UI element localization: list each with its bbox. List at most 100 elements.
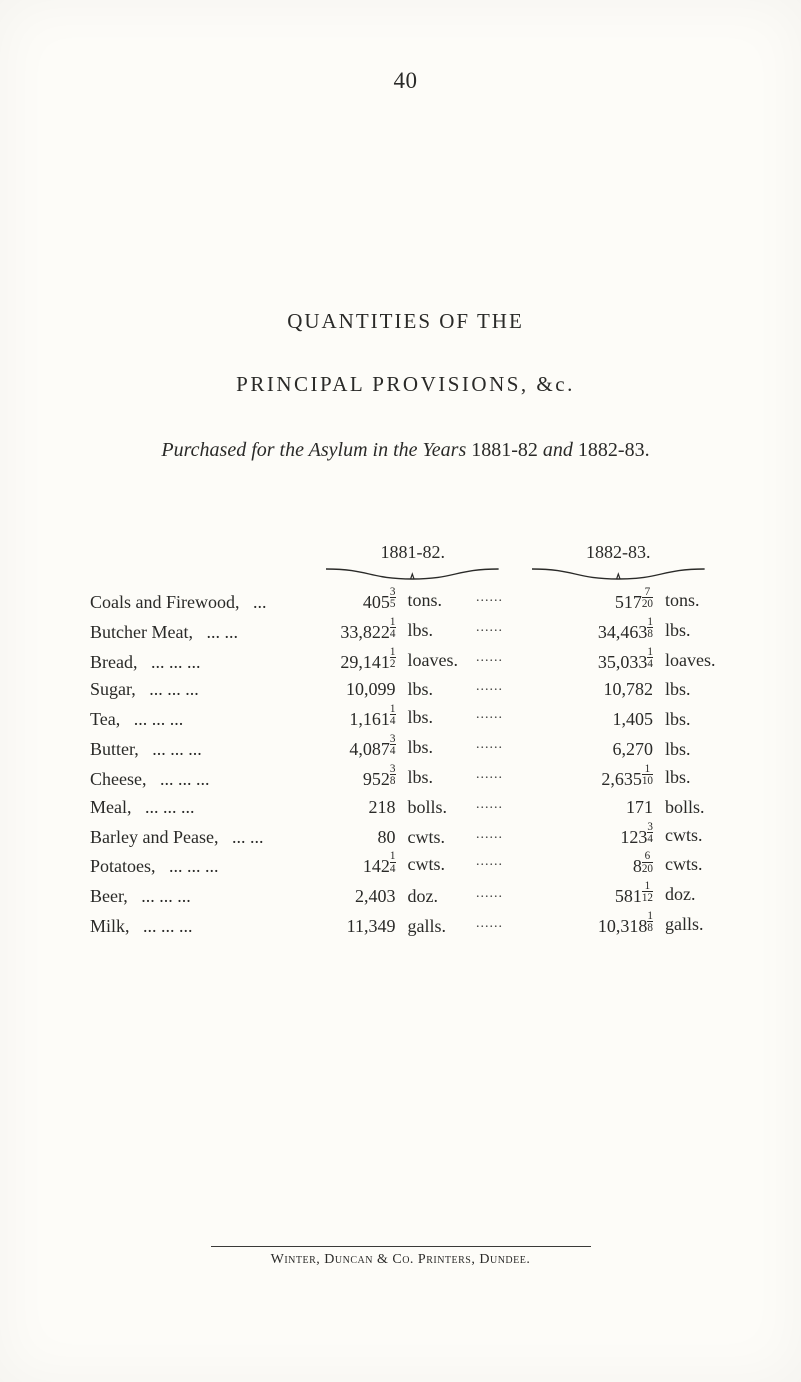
cell-1882-83: 1,405lbs.	[516, 706, 722, 734]
value: 581112	[516, 881, 662, 911]
value: 4,08734	[310, 734, 404, 764]
cell-1881-82: 218bolls.......	[310, 794, 516, 822]
item-name: Potatoes, ... ... ...	[90, 853, 310, 881]
fraction: 12	[390, 647, 396, 669]
value: 1,405	[516, 706, 662, 734]
dot-leader: ......	[464, 704, 516, 734]
fraction: 14	[390, 617, 396, 639]
fraction: 110	[642, 764, 653, 786]
table-row: Coals and Firewood, ...40535tons.......5…	[90, 587, 721, 617]
unit: loaves.	[661, 647, 721, 677]
unit: cwts.	[404, 824, 464, 852]
item-name: Cheese, ... ... ...	[90, 766, 310, 794]
cell-1881-82: 29,14112loaves.......	[310, 647, 516, 677]
dot-leader: ......	[464, 824, 516, 852]
fraction: 35	[390, 587, 396, 609]
page-number: 40	[90, 68, 721, 94]
item-name: Coals and Firewood, ...	[90, 589, 310, 617]
unit: tons.	[404, 587, 464, 617]
table-row: Cheese, ... ... ...95238lbs.......2,6351…	[90, 764, 721, 794]
table-body: Coals and Firewood, ...40535tons.......5…	[90, 587, 721, 941]
table-row: Beer, ... ... ...2,403doz.......581112do…	[90, 881, 721, 911]
table-row: Meal, ... ... ...218bolls.......171bolls…	[90, 794, 721, 822]
cell-1882-83: 2,635110lbs.	[516, 764, 722, 794]
table-row: Bread, ... ... ...29,14112loaves.......3…	[90, 647, 721, 677]
item-name: Tea, ... ... ...	[90, 706, 310, 734]
unit: galls.	[404, 913, 464, 941]
fraction: 620	[642, 851, 653, 873]
value: 33,82214	[310, 617, 404, 647]
dot-leader: ......	[464, 647, 516, 677]
value: 218	[310, 794, 404, 822]
cell-1881-82: 33,82214lbs.......	[310, 617, 516, 647]
value: 95238	[310, 764, 404, 794]
year-header-row: 1881-82. 1882-83.	[90, 542, 721, 563]
table-row: Sugar, ... ... ...10,099lbs.......10,782…	[90, 676, 721, 704]
subtitle-and: and	[543, 439, 573, 461]
item-name: Butter, ... ... ...	[90, 736, 310, 764]
cell-1881-82: 4,08734lbs.......	[310, 734, 516, 764]
cell-1881-82: 2,403doz.......	[310, 883, 516, 911]
cell-1881-82: 1,16114lbs.......	[310, 704, 516, 734]
item-name: Beer, ... ... ...	[90, 883, 310, 911]
value: 10,31818	[516, 911, 662, 941]
item-name: Butcher Meat, ... ...	[90, 619, 310, 647]
fraction: 14	[390, 704, 396, 726]
value: 517720	[516, 587, 662, 617]
value: 40535	[310, 587, 404, 617]
value: 1,16114	[310, 704, 404, 734]
value: 11,349	[310, 913, 404, 941]
item-name: Sugar, ... ... ...	[90, 676, 310, 704]
cell-1881-82: 10,099lbs.......	[310, 676, 516, 704]
fraction: 38	[390, 764, 396, 786]
unit: doz.	[661, 881, 721, 911]
cell-1881-82: 80cwts.......	[310, 824, 516, 852]
unit: lbs.	[661, 764, 721, 794]
unit: lbs.	[661, 706, 721, 734]
unit: lbs.	[661, 617, 721, 647]
value: 80	[310, 824, 404, 852]
unit: lbs.	[404, 617, 464, 647]
fraction: 14	[647, 647, 653, 669]
value: 10,782	[516, 676, 662, 704]
dot-leader: ......	[464, 913, 516, 941]
value: 29,14112	[310, 647, 404, 677]
cell-1882-83: 8620cwts.	[516, 851, 722, 881]
table-row: Milk, ... ... ...11,349galls.......10,31…	[90, 911, 721, 941]
unit: cwts.	[661, 851, 721, 881]
unit: lbs.	[661, 736, 721, 764]
item-name: Barley and Pease, ... ...	[90, 824, 310, 852]
item-name: Milk, ... ... ...	[90, 913, 310, 941]
fraction: 18	[647, 617, 653, 639]
cell-1882-83: 6,270lbs.	[516, 736, 722, 764]
dot-leader: ......	[464, 883, 516, 911]
unit: cwts.	[661, 822, 721, 852]
value: 6,270	[516, 736, 662, 764]
table-row: Butter, ... ... ...4,08734lbs.......6,27…	[90, 734, 721, 764]
item-name: Bread, ... ... ...	[90, 649, 310, 677]
value: 10,099	[310, 676, 404, 704]
brace-row	[90, 567, 721, 581]
page: 40 QUANTITIES OF THE PRINCIPAL PROVISION…	[0, 0, 801, 1382]
cell-1882-83: 517720tons.	[516, 587, 722, 617]
fraction: 720	[642, 587, 653, 609]
table-row: Tea, ... ... ...1,16114lbs.......1,405lb…	[90, 704, 721, 734]
cell-1881-82: 95238lbs.......	[310, 764, 516, 794]
table-row: Potatoes, ... ... ...14214cwts.......862…	[90, 851, 721, 881]
unit: lbs.	[404, 704, 464, 734]
unit: lbs.	[661, 676, 721, 704]
subtitle-year-b: 1882-83.	[578, 439, 650, 461]
value: 14214	[310, 851, 404, 881]
cell-1881-82: 40535tons.......	[310, 587, 516, 617]
dot-leader: ......	[464, 587, 516, 617]
dot-leader: ......	[464, 617, 516, 647]
cell-1882-83: 34,46318lbs.	[516, 617, 722, 647]
value: 12334	[516, 822, 662, 852]
cell-1881-82: 14214cwts.......	[310, 851, 516, 881]
cell-1882-83: 10,31818galls.	[516, 911, 722, 941]
value: 2,403	[310, 883, 404, 911]
fraction: 14	[390, 851, 396, 873]
dot-leader: ......	[464, 851, 516, 881]
heading-quantities: QUANTITIES OF THE	[90, 309, 721, 334]
fraction: 112	[642, 881, 653, 903]
